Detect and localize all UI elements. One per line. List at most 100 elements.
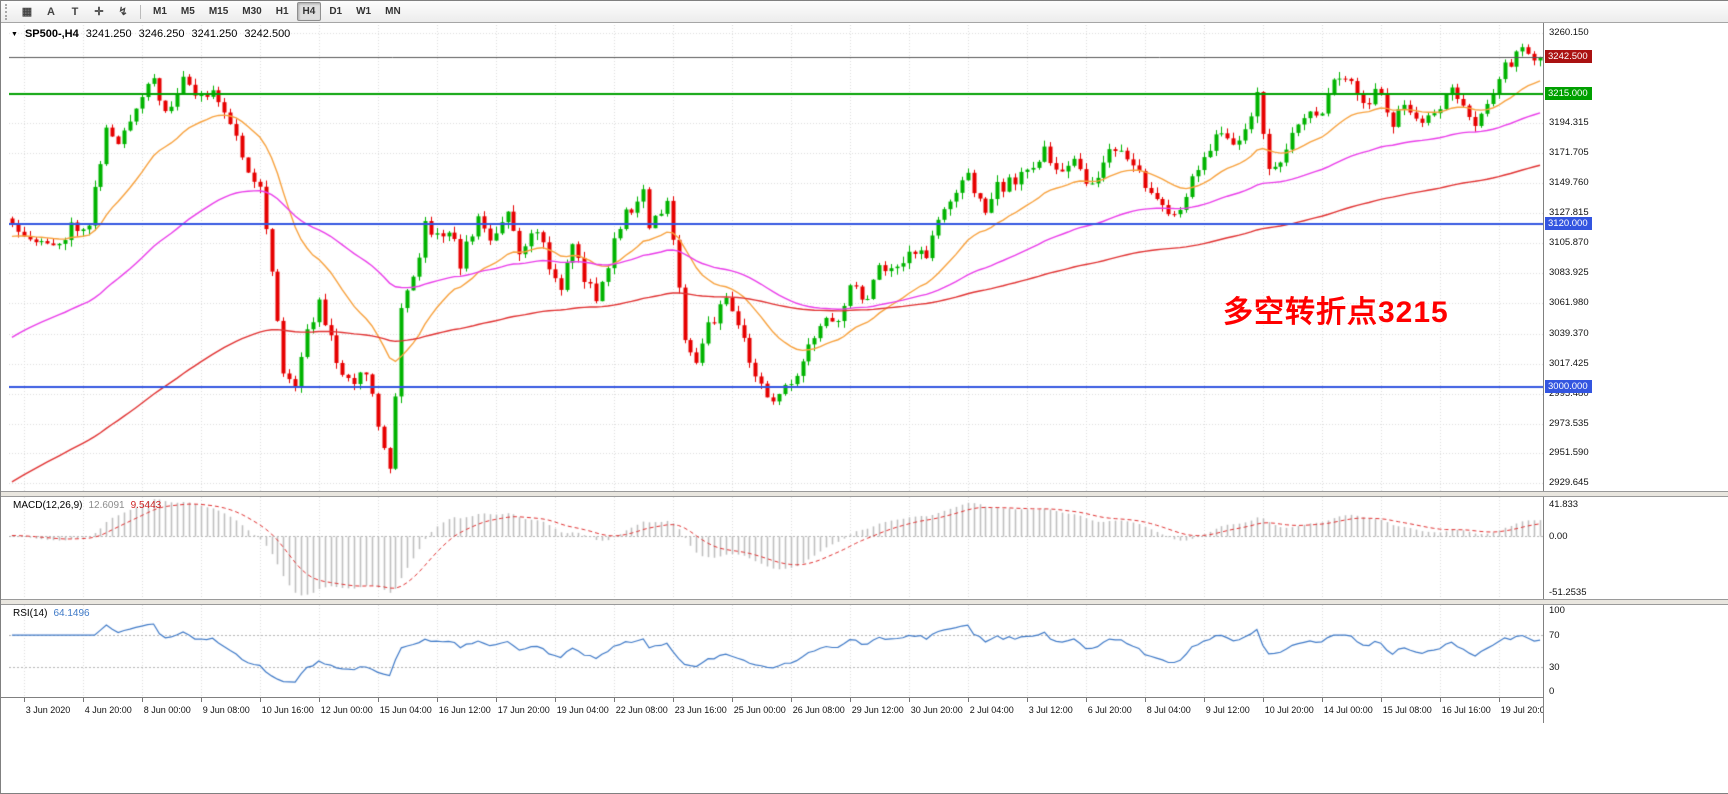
time-axis-label: 3 Jul 12:00 — [1028, 705, 1073, 715]
price-axis-label: 2951.590 — [1549, 447, 1589, 459]
timeframe-button-m15[interactable]: M15 — [208, 6, 229, 17]
rsi-value: 64.1496 — [53, 608, 90, 619]
level-price-badge: 3120.000 — [1545, 216, 1592, 230]
timeframe-button-d1[interactable]: D1 — [329, 6, 343, 17]
time-axis-tick — [1026, 698, 1028, 702]
time-axis-tick — [790, 698, 792, 702]
time-axis-label: 10 Jun 16:00 — [261, 705, 314, 715]
rsi-axis-label: 30 — [1549, 662, 1560, 674]
time-axis-label: 22 Jun 08:00 — [615, 705, 668, 715]
time-axis-tick — [1439, 698, 1441, 702]
timeframe-button-m5[interactable]: M5 — [180, 6, 195, 17]
time-axis-tick — [1144, 698, 1146, 702]
chart-title: ▼ SP500-,H4 3241.250 3246.250 3241.250 3… — [11, 28, 290, 40]
panel-separator[interactable] — [1, 491, 1728, 497]
time-axis-tick — [849, 698, 851, 702]
quick-trade-icon[interactable]: ↯ — [118, 6, 128, 18]
price-axis-label: 2929.645 — [1549, 477, 1589, 489]
time-scale[interactable]: 3 Jun 2020 4 Jun 20:00 8 Jun 00:00 9 Jun 08… — [1, 697, 1550, 723]
time-axis-label: 16 Jul 16:00 — [1441, 705, 1491, 715]
macd-value-signal: 9.5443 — [130, 500, 162, 511]
time-axis-tick — [731, 698, 733, 702]
symbol-marker-icon[interactable]: ▼ — [11, 31, 18, 38]
time-axis-label: 19 Jul 20:00 — [1500, 705, 1550, 715]
timeframe-button-h4[interactable]: H4 — [296, 2, 322, 21]
time-axis-label: 8 Jul 04:00 — [1146, 705, 1191, 715]
chart-window-icon[interactable]: ▦ — [21, 6, 33, 18]
time-axis-tick — [200, 698, 202, 702]
time-axis-label: 29 Jun 12:00 — [851, 705, 904, 715]
time-axis-tick — [436, 698, 438, 702]
time-axis-tick — [1498, 698, 1500, 702]
time-axis-label: 17 Jun 20:00 — [497, 705, 550, 715]
timeframe-button-w1[interactable]: W1 — [356, 6, 372, 17]
time-axis-tick — [495, 698, 497, 702]
macd-indicator-label: MACD(12,26,9) 12.6091 9.5443 — [13, 500, 161, 511]
time-axis-tick — [1321, 698, 1323, 702]
annotation-text: 多空转折点3215 — [1223, 296, 1449, 329]
time-axis-label: 3 Jun 2020 — [25, 705, 71, 715]
rsi-indicator-label: RSI(14) 64.1496 — [13, 608, 90, 619]
time-axis-tick — [141, 698, 143, 702]
text-box-icon[interactable]: T — [71, 5, 79, 18]
rsi-axis-label: 70 — [1549, 629, 1560, 641]
ohlc-low: 3241.250 — [191, 28, 238, 40]
time-axis-label: 9 Jul 12:00 — [1205, 705, 1250, 715]
time-axis-tick — [318, 698, 320, 702]
ohlc-open: 3241.250 — [85, 28, 132, 40]
time-axis-label: 14 Jul 00:00 — [1323, 705, 1373, 715]
time-axis-label: 4 Jun 20:00 — [84, 705, 132, 715]
price-axis-label: 3061.980 — [1549, 296, 1589, 308]
rsi-canvas[interactable] — [9, 605, 1543, 697]
price-axis-label: 3105.870 — [1549, 237, 1589, 249]
time-axis-tick — [613, 698, 615, 702]
timeframe-button-m1[interactable]: M1 — [153, 6, 167, 17]
ohlc-close: 3242.500 — [244, 28, 291, 40]
price-axis-label: 3260.150 — [1549, 26, 1589, 38]
time-axis-label: 6 Jul 20:00 — [1087, 705, 1132, 715]
time-axis-tick — [1203, 698, 1205, 702]
rsi-axis-label: 100 — [1549, 604, 1565, 616]
time-axis-label: 15 Jun 04:00 — [379, 705, 432, 715]
macd-axis-label: -51.2535 — [1549, 587, 1587, 598]
toolbar: ▦ A T ✛ ↯ M1 M5 M15 M30 H1 H4 D1 W1 MN — [1, 1, 1728, 23]
level-price-badge: 3215.000 — [1545, 87, 1592, 101]
time-axis-label: 23 Jun 16:00 — [674, 705, 727, 715]
time-axis-label: 2 Jul 04:00 — [969, 705, 1014, 715]
price-axis-label: 3083.925 — [1549, 267, 1589, 279]
time-axis-label: 15 Jul 08:00 — [1382, 705, 1432, 715]
time-axis-tick — [1380, 698, 1382, 702]
current-price-badge: 3242.500 — [1545, 50, 1592, 64]
time-axis-tick — [554, 698, 556, 702]
macd-axis-label: 0.00 — [1549, 530, 1568, 542]
time-axis-label: 10 Jul 20:00 — [1264, 705, 1314, 715]
time-axis-tick — [967, 698, 969, 702]
panel-separator[interactable] — [1, 599, 1728, 605]
timeframe-button-mn[interactable]: MN — [385, 6, 401, 17]
text-annotation-icon[interactable]: A — [47, 5, 55, 18]
price-axis-label: 2973.535 — [1549, 417, 1589, 429]
time-axis-label: 8 Jun 00:00 — [143, 705, 191, 715]
time-axis-tick — [259, 698, 261, 702]
price-axis-label: 3039.370 — [1549, 327, 1589, 339]
timeframe-toolbar: M1 M5 M15 M30 H1 H4 D1 W1 MN — [146, 2, 408, 21]
timeframe-button-m30[interactable]: M30 — [242, 6, 262, 17]
toolbar-grip[interactable] — [5, 3, 11, 20]
time-axis-tick — [908, 698, 910, 702]
crosshair-icon[interactable]: ✛ — [94, 6, 104, 18]
time-axis-label: 25 Jun 00:00 — [733, 705, 786, 715]
macd-canvas[interactable] — [9, 497, 1543, 599]
ohlc-high: 3246.250 — [138, 28, 185, 40]
time-axis-label: 26 Jun 08:00 — [792, 705, 845, 715]
time-axis-label: 9 Jun 08:00 — [202, 705, 250, 715]
time-axis-tick — [1262, 698, 1264, 702]
price-axis-label: 3127.815 — [1549, 207, 1589, 219]
price-scale[interactable]: 3260.150 3194.315 3171.705 3149.760 3127.815… — [1543, 23, 1728, 723]
rsi-name: RSI(14) — [13, 608, 48, 619]
price-axis-label: 3194.315 — [1549, 116, 1589, 128]
time-axis-label: 30 Jun 20:00 — [910, 705, 963, 715]
timeframe-button-h1[interactable]: H1 — [275, 6, 289, 17]
main-chart-canvas[interactable] — [9, 25, 1543, 491]
time-axis-tick — [1085, 698, 1087, 702]
